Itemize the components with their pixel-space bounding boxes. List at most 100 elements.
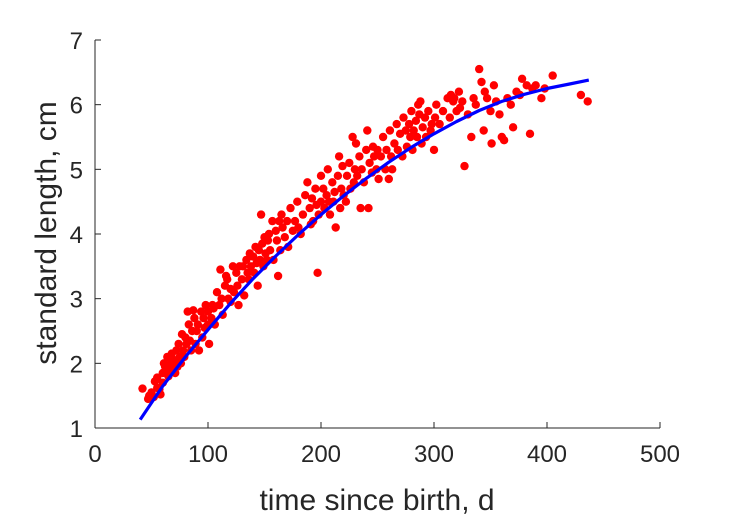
data-point	[242, 255, 251, 265]
data-point	[301, 191, 310, 200]
data-point	[240, 291, 249, 300]
data-point	[192, 326, 201, 336]
data-point	[323, 165, 332, 174]
y-tick-label: 6	[70, 93, 83, 120]
data-point	[393, 145, 402, 155]
data-point	[418, 123, 427, 132]
data-point	[365, 158, 374, 168]
data-point	[356, 203, 365, 213]
data-point	[265, 246, 275, 255]
data-point	[479, 126, 488, 135]
data-point	[264, 229, 274, 239]
data-point	[286, 203, 295, 213]
data-point	[303, 178, 312, 187]
data-point	[364, 203, 373, 213]
data-point	[401, 126, 410, 135]
data-point	[548, 71, 557, 80]
data-point	[243, 268, 252, 277]
data-point	[537, 94, 546, 103]
data-point	[333, 171, 343, 180]
fit-curve-group	[138, 78, 590, 421]
data-point	[430, 113, 440, 122]
data-point	[232, 268, 241, 277]
data-point	[480, 87, 489, 96]
data-point	[298, 210, 308, 219]
data-point	[311, 184, 320, 193]
data-point	[337, 184, 346, 193]
data-point	[212, 288, 222, 297]
data-point	[411, 116, 421, 126]
data-point	[508, 123, 518, 132]
data-point	[275, 216, 284, 226]
data-point	[454, 87, 464, 96]
y-tick-label: 3	[70, 287, 83, 314]
data-point	[293, 197, 302, 206]
data-point	[390, 139, 399, 148]
data-point	[322, 191, 331, 200]
data-point	[319, 184, 328, 193]
data-point	[233, 281, 242, 290]
data-point	[517, 74, 527, 84]
data-point	[272, 236, 282, 245]
data-point	[201, 300, 210, 310]
data-point	[229, 288, 239, 297]
data-point	[271, 226, 280, 235]
data-point	[313, 268, 322, 277]
data-point	[432, 100, 441, 109]
data-point	[338, 161, 347, 171]
data-point	[427, 119, 436, 129]
data-point	[282, 216, 292, 226]
data-point	[475, 64, 484, 74]
data-point	[193, 320, 202, 329]
data-point	[348, 132, 357, 142]
data-point	[290, 216, 300, 226]
data-point	[263, 236, 273, 245]
data-point	[325, 210, 335, 219]
data-point	[294, 223, 303, 232]
data-point	[467, 132, 476, 142]
data-point	[215, 300, 224, 310]
y-tick-label: 5	[70, 157, 83, 184]
data-point	[531, 81, 540, 90]
data-point	[445, 113, 454, 122]
data-point	[426, 126, 435, 135]
x-tick-label: 0	[88, 441, 101, 468]
data-point	[438, 106, 448, 116]
data-point	[350, 165, 360, 174]
fit-curve	[138, 78, 590, 421]
data-point	[471, 100, 480, 109]
data-point	[369, 152, 379, 161]
data-point	[334, 152, 344, 161]
data-point	[197, 307, 206, 316]
data-point	[228, 262, 238, 271]
data-point	[234, 300, 243, 310]
data-point	[189, 306, 198, 315]
data-point	[207, 313, 216, 323]
x-tick-label: 300	[414, 441, 454, 468]
data-point	[254, 246, 264, 255]
data-point	[404, 119, 414, 129]
data-point	[256, 210, 266, 219]
data-point	[435, 119, 444, 129]
data-point	[351, 139, 361, 148]
x-axis-label: time since birth, d	[259, 484, 494, 517]
data-point	[355, 152, 364, 161]
data-point	[328, 178, 337, 187]
data-point	[345, 158, 354, 168]
data-point	[450, 94, 459, 103]
ticks: 0 100 200 300 400 500 1 2 3 4 5 6 7	[70, 28, 680, 468]
data-point	[216, 265, 225, 274]
data-point	[199, 313, 208, 323]
data-point	[424, 106, 433, 116]
data-point	[357, 165, 366, 174]
data-point	[482, 94, 492, 103]
data-point	[353, 171, 362, 180]
x-tick-label: 200	[301, 441, 341, 468]
data-point	[495, 110, 504, 119]
data-point	[455, 103, 465, 113]
data-point	[378, 132, 388, 142]
data-point	[460, 161, 469, 171]
data-point	[382, 145, 391, 155]
data-point	[506, 100, 515, 109]
